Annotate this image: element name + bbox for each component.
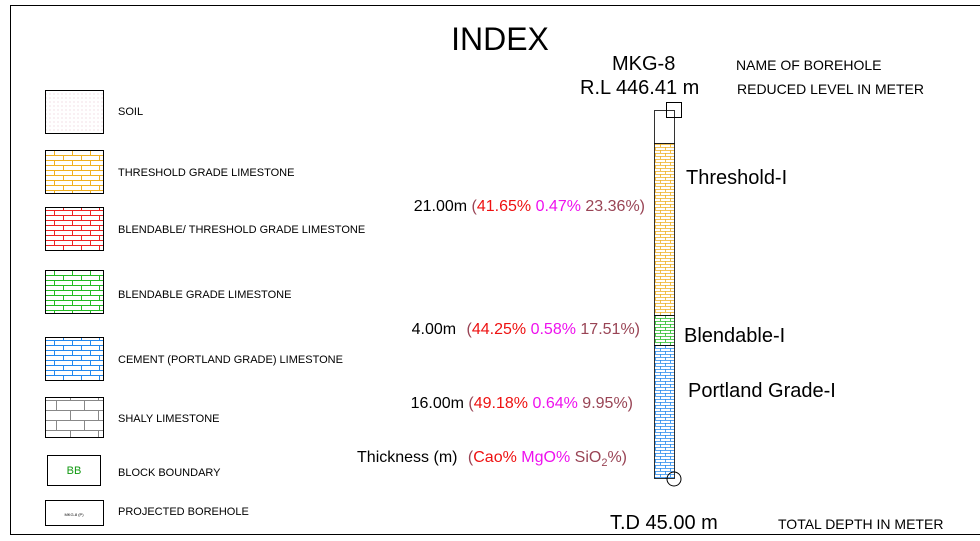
bracket: ): [628, 395, 633, 412]
borehole-column: [655, 103, 682, 487]
cao: 41.65%: [477, 198, 531, 215]
legend-swatch: [46, 208, 104, 251]
title: INDEX: [451, 21, 549, 57]
legend-swatch: [46, 151, 104, 194]
borehole-name-note: NAME OF BOREHOLE: [736, 57, 881, 73]
bracket: ): [622, 449, 627, 466]
legend-label: PROJECTED BOREHOLE: [118, 506, 249, 518]
thickness: 21.00m: [414, 198, 467, 215]
mgo-key: MgO%: [521, 449, 570, 466]
assay-key: Thickness (m) (Cao% MgO% SiO2%): [357, 449, 627, 469]
total-depth: T.D 45.00 m: [610, 512, 718, 534]
layer-label: Threshold-I: [686, 167, 787, 189]
portland-layer: [655, 346, 675, 479]
legend-symbol: MKG-8 (P): [64, 512, 84, 517]
cao-key: Cao%: [473, 449, 517, 466]
layer-assay: 4.00m (44.25% 0.58% 17.51%): [412, 321, 640, 338]
sio2-key: SiO: [575, 449, 602, 466]
legend-label: SHALY LIMESTONE: [118, 413, 219, 425]
legend-symbol: BB: [67, 465, 82, 477]
legend-label: THRESHOLD GRADE LIMESTONE: [118, 167, 294, 179]
blendable-layer: [655, 316, 675, 346]
legend-swatch: [46, 271, 104, 314]
layer-assay: 21.00m (41.65% 0.47% 23.36%): [414, 198, 645, 215]
sio2: 17.51%: [580, 321, 634, 338]
layer-label: Portland Grade-I: [688, 380, 836, 402]
legend-label: BLENDABLE/ THRESHOLD GRADE LIMESTONE: [118, 224, 365, 236]
reduced-level: R.L 446.41 m: [580, 77, 699, 99]
legend: SOIL THRESHOLD GRADE LIMESTONE BLENDABLE…: [46, 91, 366, 526]
total-depth-note: TOTAL DEPTH IN METER: [778, 516, 943, 532]
sio2-tail: %: [607, 449, 621, 466]
reduced-level-note: REDUCED LEVEL IN METER: [737, 81, 924, 97]
borehole-name: MKG-8: [612, 53, 675, 75]
sio2: 23.36%: [585, 198, 639, 215]
legend-label: BLOCK BOUNDARY: [118, 467, 221, 479]
legend-swatch: [46, 91, 104, 134]
thickness-key: Thickness (m): [357, 449, 457, 466]
legend-label: BLENDABLE GRADE LIMESTONE: [118, 289, 291, 301]
bracket: ): [635, 321, 640, 338]
mgo: 0.64%: [532, 395, 577, 412]
sio2: 9.95%: [582, 395, 627, 412]
thickness: 4.00m: [412, 321, 456, 338]
layer-assay: 16.00m (49.18% 0.64% 9.95%): [411, 395, 633, 412]
thickness: 16.00m: [411, 395, 464, 412]
cao: 44.25%: [472, 321, 526, 338]
legend-swatch: [46, 398, 104, 438]
mgo: 0.58%: [531, 321, 576, 338]
mgo: 0.47%: [536, 198, 581, 215]
legend-swatch: [46, 338, 104, 381]
soil-layer: [655, 111, 675, 144]
legend-label: SOIL: [118, 106, 143, 118]
cao: 49.18%: [474, 395, 528, 412]
layer-label: Blendable-I: [684, 325, 785, 347]
legend-label: CEMENT (PORTLAND GRADE) LIMESTONE: [118, 354, 343, 366]
threshold-layer: [655, 144, 675, 316]
bracket: ): [640, 198, 645, 215]
